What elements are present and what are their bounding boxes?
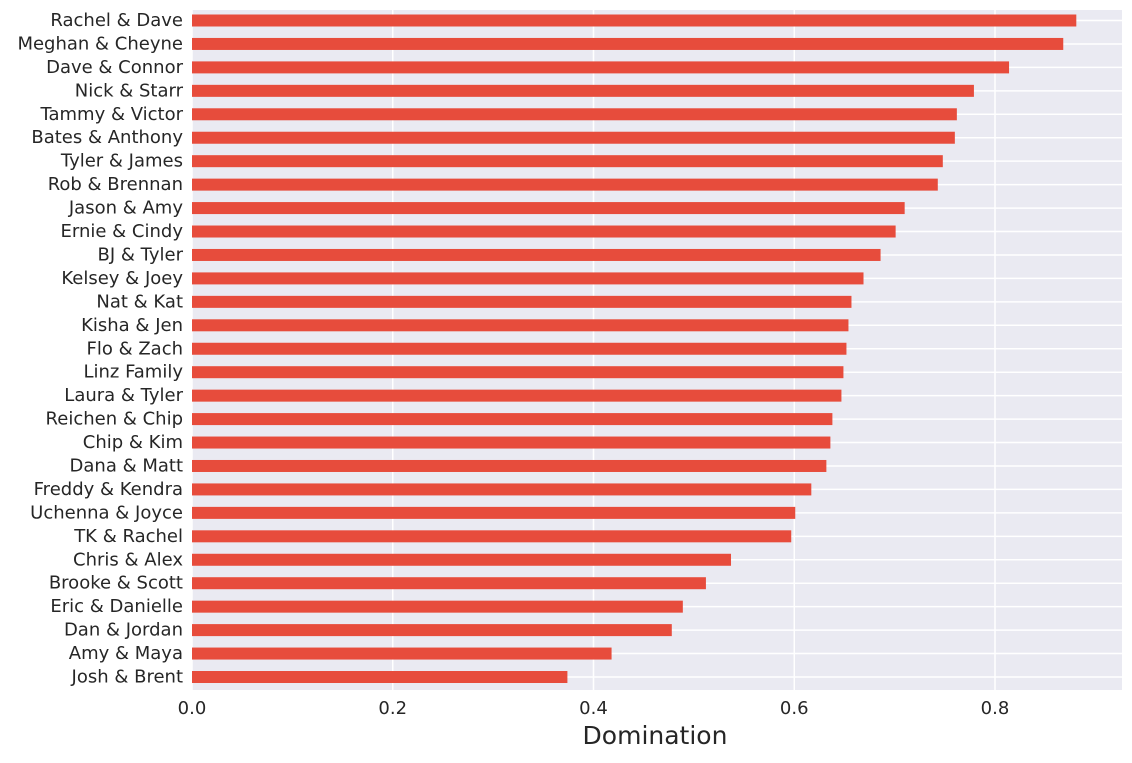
y-tick-label: Laura & Tyler xyxy=(64,385,183,406)
y-tick-label: Amy & Maya xyxy=(69,643,183,664)
bar xyxy=(192,272,864,285)
bar xyxy=(192,530,792,543)
y-tick-label: Jason & Amy xyxy=(68,198,183,219)
y-tick-label: Dave & Connor xyxy=(46,57,184,78)
y-tick-label: Kelsey & Joey xyxy=(61,268,183,289)
y-tick-label: Brooke & Scott xyxy=(49,573,183,594)
y-tick-label: Nat & Kat xyxy=(96,291,183,312)
x-axis-label: Domination xyxy=(583,721,728,750)
y-tick-label: Josh & Brent xyxy=(71,667,183,688)
y-tick-label: BJ & Tyler xyxy=(98,244,184,265)
y-tick-label: Dana & Matt xyxy=(70,455,183,476)
y-tick-label: Eric & Danielle xyxy=(50,596,183,617)
y-tick-label: Rachel & Dave xyxy=(50,10,183,31)
bar xyxy=(192,225,896,238)
y-tick-label: Kisha & Jen xyxy=(81,315,183,336)
bar xyxy=(192,413,833,426)
bar xyxy=(192,366,844,379)
x-tick-label: 0.4 xyxy=(579,698,608,719)
bar xyxy=(192,483,812,496)
bar xyxy=(192,178,938,191)
bar xyxy=(192,14,1077,27)
bar xyxy=(192,295,852,308)
y-tick-label: Bates & Anthony xyxy=(31,127,183,148)
bar xyxy=(192,647,612,660)
x-tick-label: 0.0 xyxy=(178,698,207,719)
bar xyxy=(192,37,1064,50)
y-tick-label: Ernie & Cindy xyxy=(61,221,184,242)
y-tick-label: Linz Family xyxy=(83,362,183,383)
y-tick-label: Nick & Starr xyxy=(75,80,184,101)
y-tick-label: TK & Rachel xyxy=(73,526,183,547)
bar xyxy=(192,108,957,121)
y-tick-label: Tyler & James xyxy=(60,151,183,172)
bar xyxy=(192,61,1010,74)
bar xyxy=(192,624,672,637)
y-tick-label: Meghan & Cheyne xyxy=(17,33,183,54)
y-tick-label: Freddy & Kendra xyxy=(34,479,183,500)
bar xyxy=(192,155,943,168)
bar xyxy=(192,202,905,215)
x-tick-labels: 0.0 0.2 0.4 0.6 0.8 xyxy=(178,698,1010,719)
y-tick-label: Chip & Kim xyxy=(83,432,183,453)
bar xyxy=(192,600,683,613)
bar xyxy=(192,248,881,261)
x-tick-label: 0.2 xyxy=(378,698,407,719)
bar xyxy=(192,577,706,590)
bar xyxy=(192,459,827,472)
bar xyxy=(192,553,732,566)
bar xyxy=(192,131,955,144)
y-tick-label: Uchenna & Joyce xyxy=(30,502,183,523)
y-tick-label: Flo & Zach xyxy=(86,338,183,359)
y-tick-label: Reichen & Chip xyxy=(46,409,183,430)
y-tick-label: Chris & Alex xyxy=(73,549,183,570)
y-tick-label: Rob & Brennan xyxy=(48,174,183,195)
bar xyxy=(192,319,849,332)
bar xyxy=(192,84,974,97)
y-tick-label: Dan & Jordan xyxy=(64,620,183,641)
bars xyxy=(192,14,1077,683)
bar xyxy=(192,671,568,683)
bar xyxy=(192,389,842,402)
x-tick-label: 0.8 xyxy=(981,698,1010,719)
y-tick-label: Tammy & Victor xyxy=(39,104,183,125)
bar xyxy=(192,436,831,449)
x-tick-label: 0.6 xyxy=(780,698,809,719)
bar xyxy=(192,342,847,355)
bar xyxy=(192,506,796,519)
